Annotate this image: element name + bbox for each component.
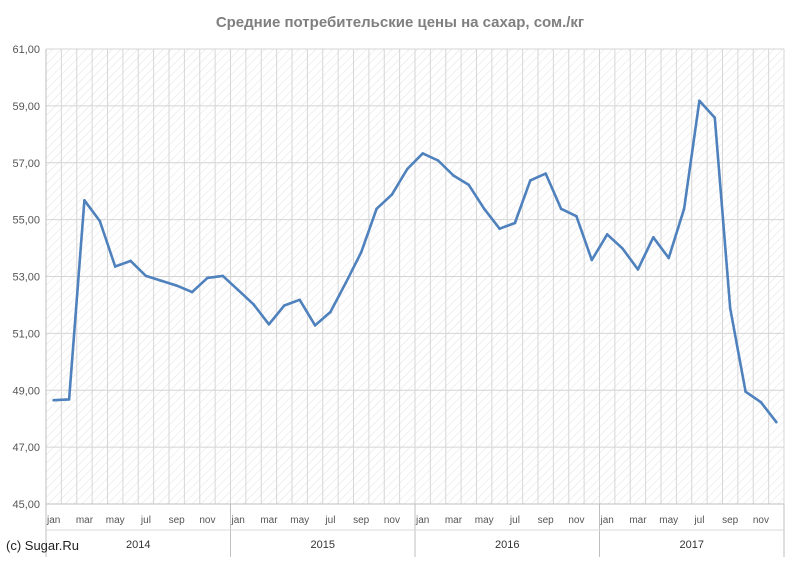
- y-tick-label: 49,00: [12, 385, 40, 397]
- data-point: [236, 288, 240, 292]
- x-tick-label: sep: [169, 515, 186, 526]
- x-tick-label: nov: [753, 515, 769, 526]
- year-label: 2017: [680, 539, 704, 551]
- data-point: [529, 179, 532, 182]
- y-tick-label: 47,00: [12, 442, 40, 454]
- data-point: [206, 276, 209, 280]
- data-point: [98, 219, 102, 223]
- data-point: [344, 281, 348, 285]
- data-point: [682, 207, 686, 211]
- data-point: [283, 304, 286, 307]
- data-point: [83, 198, 86, 202]
- data-point: [113, 265, 117, 268]
- x-tick-label: may: [106, 515, 125, 526]
- data-point: [313, 324, 317, 327]
- x-tick-label: jul: [140, 515, 151, 526]
- data-point: [390, 193, 394, 196]
- data-point: [67, 398, 71, 401]
- x-tick-label: nov: [568, 515, 584, 526]
- x-tick-label: mar: [445, 515, 463, 526]
- x-tick-label: jan: [600, 515, 614, 526]
- series-line: [52, 99, 778, 424]
- x-tick-label: nov: [384, 515, 400, 526]
- data-point: [267, 322, 271, 326]
- x-tick-label: jul: [509, 515, 520, 526]
- data-point: [359, 251, 363, 254]
- data-point: [375, 207, 378, 211]
- x-tick-label: sep: [353, 515, 370, 526]
- data-point: [544, 172, 547, 175]
- data-point: [221, 274, 225, 278]
- year-label: 2015: [311, 539, 335, 551]
- data-point: [575, 214, 578, 218]
- data-point: [190, 290, 194, 294]
- data-point: [698, 99, 701, 103]
- data-point: [436, 159, 440, 162]
- data-point: [129, 259, 132, 263]
- data-point: [329, 310, 332, 314]
- y-tick-label: 53,00: [12, 272, 40, 284]
- data-point: [775, 420, 778, 424]
- y-tick-label: 59,00: [12, 101, 40, 113]
- x-tick-label: jan: [231, 515, 245, 526]
- data-point: [298, 298, 301, 302]
- x-tick-label: jan: [46, 515, 60, 526]
- y-tick-label: 55,00: [12, 215, 40, 227]
- x-tick-label: jul: [693, 515, 704, 526]
- data-point: [406, 167, 409, 171]
- chart-title: Средние потребительские цены на сахар, с…: [215, 14, 585, 31]
- x-tick-label: mar: [76, 515, 94, 526]
- data-point: [605, 233, 609, 236]
- year-label: 2014: [126, 539, 150, 551]
- y-tick-label: 57,00: [12, 158, 40, 170]
- data-point: [667, 256, 670, 260]
- x-tick-label: may: [290, 515, 309, 526]
- data-point: [652, 235, 655, 239]
- x-tick-label: may: [475, 515, 494, 526]
- data-point: [636, 268, 640, 271]
- data-point: [144, 274, 148, 278]
- year-label: 2016: [495, 539, 519, 551]
- x-tick-label: may: [659, 515, 678, 526]
- copyright-text: (c) Sugar.Ru: [6, 538, 79, 553]
- y-tick-label: 45,00: [12, 499, 40, 511]
- data-point: [482, 207, 486, 211]
- data-point: [252, 303, 255, 306]
- data-point: [52, 398, 55, 402]
- data-point: [421, 152, 424, 155]
- data-point: [744, 390, 747, 393]
- data-point: [452, 174, 455, 177]
- data-point: [590, 258, 594, 262]
- x-tick-label: nov: [199, 515, 215, 526]
- x-tick-label: jan: [415, 515, 429, 526]
- x-tick-label: mar: [629, 515, 647, 526]
- x-tick-label: mar: [260, 515, 278, 526]
- data-point: [175, 284, 178, 287]
- x-tick-label: sep: [722, 515, 739, 526]
- y-tick-label: 51,00: [12, 328, 40, 340]
- data-point: [728, 307, 732, 310]
- x-tick-label: jul: [324, 515, 335, 526]
- data-point: [160, 279, 163, 283]
- data-point: [713, 116, 717, 120]
- data-point: [559, 207, 563, 211]
- data-point: [621, 247, 624, 250]
- data-point: [498, 227, 501, 231]
- data-point: [759, 400, 763, 404]
- y-tick-label: 61,00: [12, 44, 40, 56]
- x-tick-label: sep: [538, 515, 555, 526]
- data-point: [513, 221, 517, 225]
- data-point: [467, 183, 471, 187]
